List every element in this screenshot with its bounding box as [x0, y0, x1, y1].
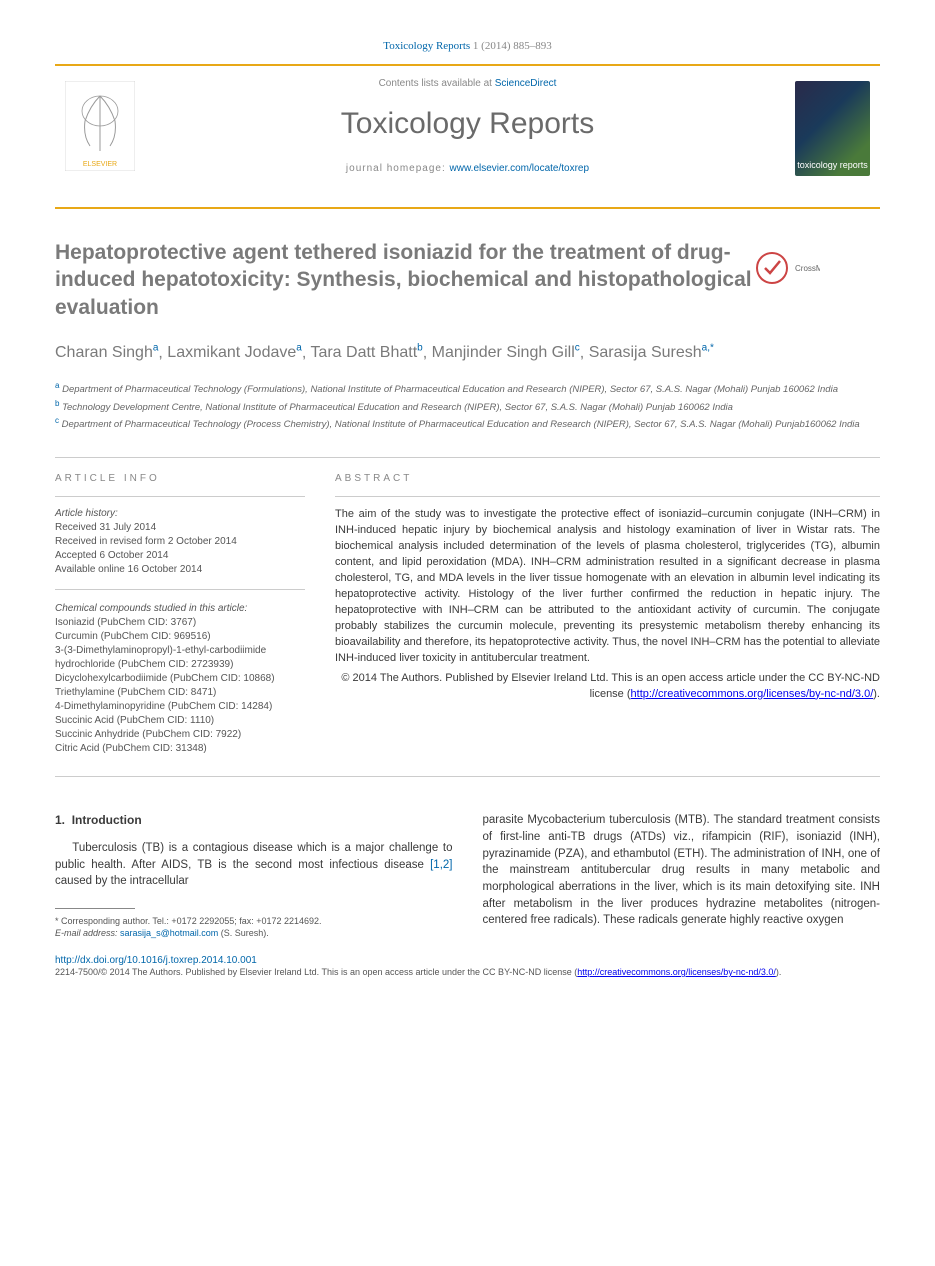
author-list: Charan Singha, Laxmikant Jodavea, Tara D… [55, 341, 880, 365]
journal-cover-icon: toxicology reports [795, 81, 870, 176]
abstract-copyright: © 2014 The Authors. Published by Elsevie… [335, 671, 880, 703]
doi-line: http://dx.doi.org/10.1016/j.toxrep.2014.… [55, 955, 880, 966]
svg-text:CrossMark: CrossMark [795, 264, 820, 273]
divider [55, 589, 305, 590]
journal-homepage-link[interactable]: www.elsevier.com/locate/toxrep [450, 163, 590, 174]
divider [55, 496, 305, 497]
sciencedirect-link[interactable]: ScienceDirect [495, 78, 557, 89]
chemical-compounds: Chemical compounds studied in this artic… [55, 602, 305, 756]
affiliation: c Department of Pharmaceutical Technolog… [55, 415, 880, 432]
author: Sarasija Suresha,* [589, 344, 714, 361]
journal-ref-citation: 1 (2014) 885–893 [473, 40, 552, 52]
journal-ref-name[interactable]: Toxicology Reports [383, 40, 470, 52]
divider [55, 776, 880, 777]
license-link[interactable]: http://creativecommons.org/licenses/by-n… [631, 688, 874, 700]
affiliation-list: a Department of Pharmaceutical Technolog… [55, 380, 880, 432]
contents-lists-line: Contents lists available at ScienceDirec… [55, 78, 880, 89]
doi-link[interactable]: http://dx.doi.org/10.1016/j.toxrep.2014.… [55, 955, 257, 966]
footnote-divider [55, 908, 135, 909]
abstract-heading: ABSTRACT [335, 473, 880, 484]
journal-header-box: ELSEVIER Contents lists available at Sci… [55, 64, 880, 209]
citation-link[interactable]: [1,2] [430, 859, 452, 871]
body-column-left: 1. Introduction Tuberculosis (TB) is a c… [55, 812, 453, 940]
author: Manjinder Singh Gillc [432, 344, 580, 361]
corresponding-author-footnote: * Corresponding author. Tel.: +0172 2292… [55, 915, 453, 940]
author: Laxmikant Jodavea [167, 344, 302, 361]
divider [335, 496, 880, 497]
svg-text:ELSEVIER: ELSEVIER [83, 161, 117, 168]
footer-license: 2214-7500/© 2014 The Authors. Published … [55, 966, 880, 979]
article-history: Article history: Received 31 July 2014 R… [55, 507, 305, 577]
affiliation: b Technology Development Centre, Nationa… [55, 398, 880, 415]
affiliation: a Department of Pharmaceutical Technolog… [55, 380, 880, 397]
journal-title: Toxicology Reports [55, 107, 880, 141]
email-link[interactable]: sarasija_s@hotmail.com [120, 928, 218, 938]
journal-reference: Toxicology Reports 1 (2014) 885–893 [55, 40, 880, 52]
section-heading: 1. Introduction [55, 812, 453, 829]
elsevier-logo-icon: ELSEVIER [65, 81, 135, 171]
body-column-right: parasite Mycobacterium tuberculosis (MTB… [483, 812, 881, 940]
author: Charan Singha [55, 344, 158, 361]
article-title: Hepatoprotective agent tethered isoniazi… [55, 239, 755, 321]
crossmark-icon[interactable]: CrossMark [755, 251, 820, 286]
journal-homepage-line: journal homepage: www.elsevier.com/locat… [55, 163, 880, 174]
license-link[interactable]: http://creativecommons.org/licenses/by-n… [577, 967, 776, 977]
article-info-heading: ARTICLE INFO [55, 473, 305, 484]
body-paragraph: Tuberculosis (TB) is a contagious diseas… [55, 840, 453, 890]
divider [55, 457, 880, 458]
author: Tara Datt Bhattb [310, 344, 422, 361]
body-paragraph: parasite Mycobacterium tuberculosis (MTB… [483, 812, 881, 929]
abstract-text: The aim of the study was to investigate … [335, 507, 880, 666]
